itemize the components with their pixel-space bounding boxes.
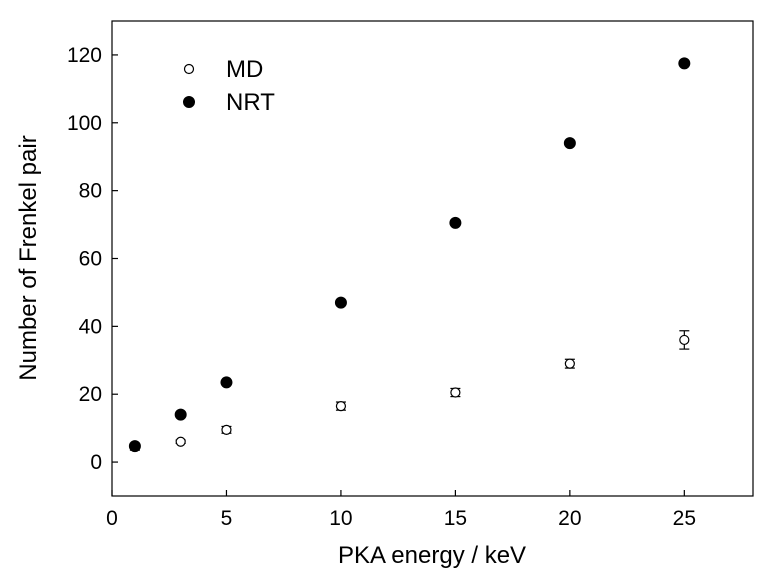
plot-frame: [111, 20, 754, 497]
data-point-nrt: [128, 440, 141, 453]
data-point-md: [175, 436, 186, 447]
y-tick-label: 40: [79, 315, 102, 338]
data-point-nrt: [334, 296, 347, 309]
data-point-md: [564, 358, 575, 369]
y-axis-ticks: 0 20 40 60 80 100 120: [67, 44, 118, 474]
data-point-md: [335, 400, 347, 412]
x-tick-label: 10: [329, 507, 352, 530]
legend-marker-md: [183, 63, 195, 75]
y-tick-label: 20: [79, 383, 102, 406]
series-nrt: [128, 57, 691, 453]
data-point-md: [450, 387, 461, 398]
x-tick-label: 25: [673, 507, 696, 530]
y-tick-label: 60: [79, 248, 102, 271]
data-point-nrt: [174, 408, 187, 421]
data-point-md: [221, 424, 232, 435]
legend-label-nrt: NRT: [226, 89, 275, 116]
series-md: [129, 330, 690, 452]
series-layer: [128, 57, 691, 453]
data-point-nrt: [678, 57, 691, 70]
legend: MD NRT: [183, 56, 275, 116]
y-tick-label: 80: [79, 180, 102, 203]
x-tick-label: 15: [444, 507, 467, 530]
y-tick-label: 0: [90, 451, 102, 474]
data-point-nrt: [449, 216, 462, 229]
x-axis-label: PKA energy / keV: [338, 542, 526, 569]
x-axis-ticks: 0 5 10 15 20 25: [106, 490, 696, 530]
y-tick-label: 120: [67, 44, 102, 67]
legend-marker-nrt: [183, 96, 195, 108]
y-axis-label: Number of Frenkel pair: [15, 135, 42, 380]
data-point-nrt: [220, 376, 233, 389]
legend-label-md: MD: [226, 56, 263, 83]
data-point-nrt: [563, 137, 576, 150]
data-point-md: [679, 334, 690, 346]
x-tick-label: 20: [558, 507, 581, 530]
y-tick-label: 100: [67, 112, 102, 135]
x-tick-label: 5: [221, 507, 233, 530]
x-tick-label: 0: [106, 507, 118, 530]
